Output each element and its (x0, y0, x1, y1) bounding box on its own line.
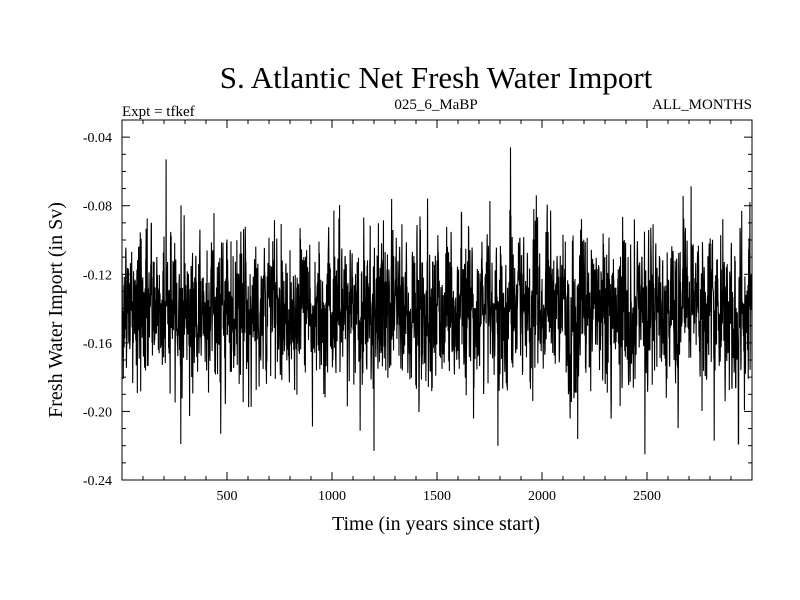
series-group (121, 147, 753, 455)
subtitle-right: ALL_MONTHS (652, 97, 752, 113)
x-tick-label: 2000 (528, 489, 556, 504)
y-axis-label: Fresh Water Import (in Sv) (45, 202, 67, 418)
chart-title: S. Atlantic Net Fresh Water Import (220, 60, 653, 95)
subtitle-center: 025_6_MaBP (394, 97, 477, 113)
x-tick-label: 500 (217, 489, 238, 504)
y-tick-label: -0.08 (83, 200, 112, 215)
y-tick-label: -0.12 (83, 268, 112, 283)
y-axis: -0.04 -0.08 -0.12 -0.16 -0.20 -0.24 (83, 131, 752, 489)
subtitle-left: Expt = tfkef (122, 104, 195, 120)
y-tick-label: -0.24 (83, 474, 112, 489)
series-line (121, 147, 753, 455)
y-tick-label: -0.04 (83, 131, 112, 146)
x-axis-label: Time (in years since start) (332, 513, 540, 535)
x-axis: 500 1000 1500 2000 2500 (142, 120, 732, 504)
y-tick-label: -0.16 (83, 337, 112, 352)
x-tick-label: 2500 (633, 489, 661, 504)
x-tick-label: 1500 (423, 489, 451, 504)
y-tick-label: -0.20 (83, 405, 112, 420)
x-tick-label: 1000 (318, 489, 346, 504)
